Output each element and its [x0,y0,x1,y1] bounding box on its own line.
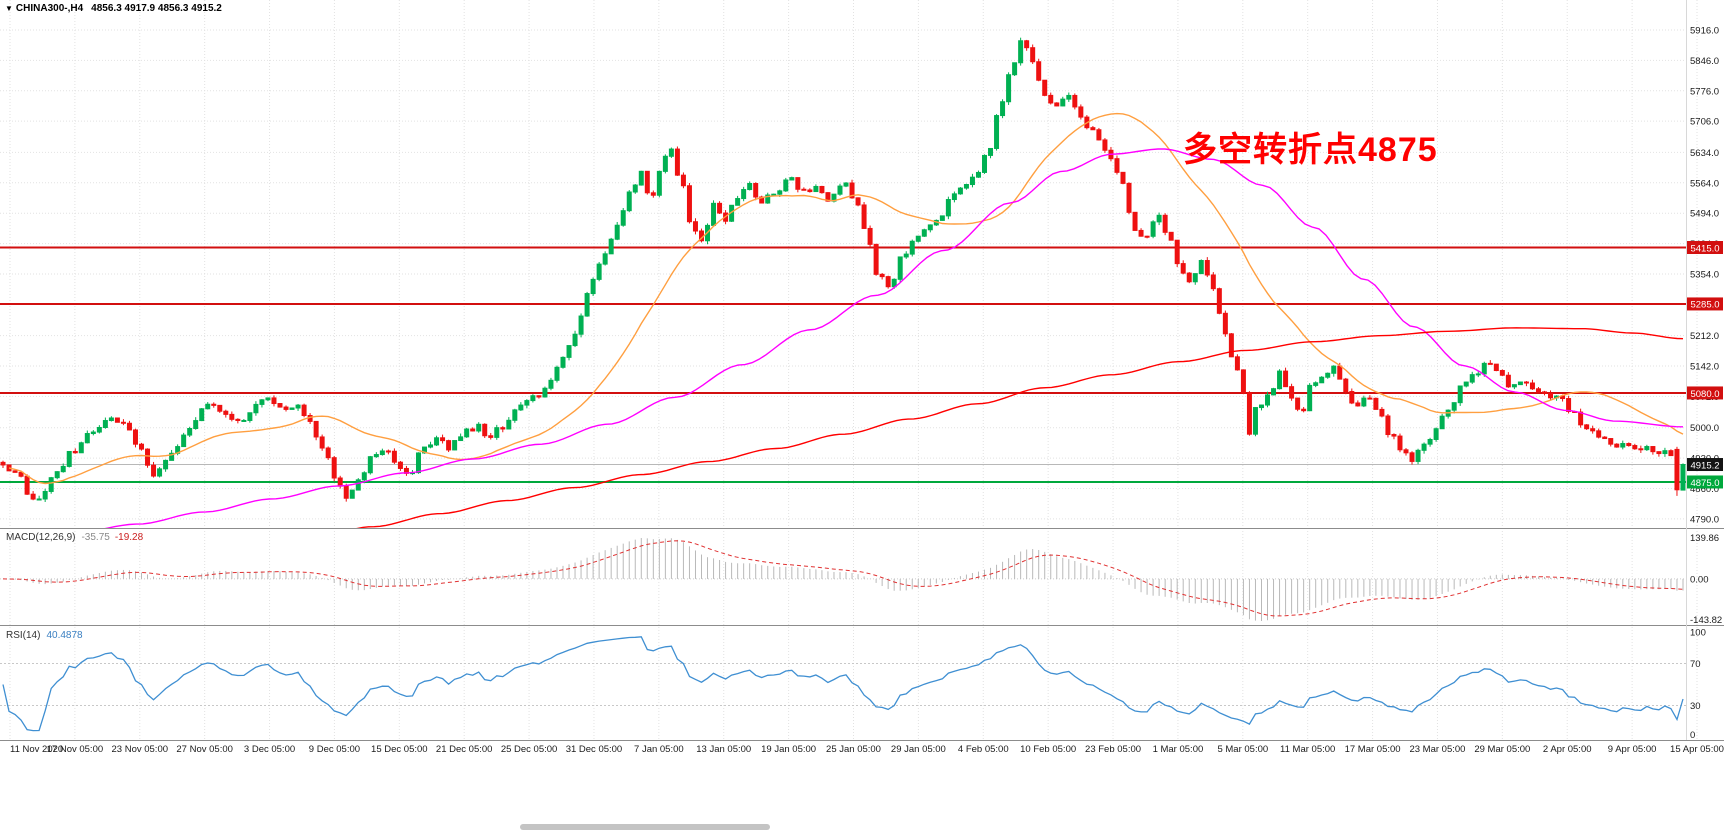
svg-text:3 Dec 05:00: 3 Dec 05:00 [244,744,295,755]
svg-text:15 Dec 05:00: 15 Dec 05:00 [371,744,428,755]
price-chart-layer [0,37,1686,528]
svg-text:19 Jan 05:00: 19 Jan 05:00 [761,744,816,755]
svg-text:31 Dec 05:00: 31 Dec 05:00 [566,744,623,755]
svg-text:139.86: 139.86 [1690,533,1719,544]
svg-text:25 Dec 05:00: 25 Dec 05:00 [501,744,558,755]
svg-text:0.00: 0.00 [1690,574,1709,585]
svg-text:4915.2: 4915.2 [1690,460,1719,471]
macd-main-value: -35.75 [81,532,110,543]
svg-text:5916.0: 5916.0 [1690,25,1719,36]
svg-text:2 Apr 05:00: 2 Apr 05:00 [1543,744,1592,755]
rsi-label-text: RSI(14) [6,630,41,641]
svg-text:11 Mar 05:00: 11 Mar 05:00 [1280,744,1335,755]
macd-panel-layer: 139.86 0.00 -143.82 [0,533,1722,626]
svg-text:9 Apr 05:00: 9 Apr 05:00 [1608,744,1657,755]
svg-text:5846.0: 5846.0 [1690,56,1719,67]
svg-text:23 Feb 05:00: 23 Feb 05:00 [1085,744,1141,755]
rsi-indicator-label: RSI(14) 40.4878 [6,630,83,641]
svg-text:5142.0: 5142.0 [1690,362,1719,373]
grid-layer [0,0,1698,740]
svg-text:100: 100 [1690,628,1706,639]
svg-text:5000.0: 5000.0 [1690,423,1719,434]
annotation-text: 多空转折点4875 [1183,131,1438,169]
svg-text:1 Mar 05:00: 1 Mar 05:00 [1153,744,1204,755]
svg-text:-143.82: -143.82 [1690,615,1722,626]
symbol-header: ▼ CHINA300-,H4 4856.3 4917.9 4856.3 4915.2 [5,3,222,14]
candles-layer [0,37,1686,502]
rsi-panel-layer: 100 70 30 0 [0,628,1706,741]
macd-label-text: MACD(12,26,9) [6,532,76,543]
ohlc-readout: 4856.3 4917.9 4856.3 4915.2 [91,3,222,14]
svg-text:29 Mar 05:00: 29 Mar 05:00 [1474,744,1530,755]
svg-text:4860.0: 4860.0 [1690,484,1719,495]
svg-text:70: 70 [1690,659,1701,670]
rsi-value: 40.4878 [46,630,83,641]
scrollbar-thumb[interactable] [520,824,770,830]
svg-text:5 Mar 05:00: 5 Mar 05:00 [1217,744,1268,755]
svg-text:7 Jan 05:00: 7 Jan 05:00 [634,744,684,755]
svg-text:5415.0: 5415.0 [1690,243,1719,254]
moving-averages-layer [8,112,1684,528]
svg-text:23 Nov 05:00: 23 Nov 05:00 [112,744,169,755]
macd-signal-value: -19.28 [114,532,144,543]
svg-text:30: 30 [1690,701,1701,712]
svg-text:29 Jan 05:00: 29 Jan 05:00 [891,744,946,755]
svg-text:9 Dec 05:00: 9 Dec 05:00 [309,744,360,755]
svg-text:15 Apr 05:00: 15 Apr 05:00 [1670,744,1724,755]
svg-text:5080.0: 5080.0 [1690,389,1719,400]
svg-text:5634.0: 5634.0 [1690,148,1719,159]
level-lines-layer [0,246,1686,483]
svg-text:0: 0 [1690,730,1695,741]
horizontal-scrollbar[interactable] [0,821,1724,832]
svg-text:5564.0: 5564.0 [1690,178,1719,189]
macd-indicator-label: MACD(12,26,9) -35.75 -19.28 [6,532,143,543]
svg-text:5285.0: 5285.0 [1690,300,1719,311]
svg-text:5212.0: 5212.0 [1690,331,1719,342]
svg-text:5494.0: 5494.0 [1690,209,1719,220]
svg-text:4 Feb 05:00: 4 Feb 05:00 [958,744,1009,755]
svg-text:13 Jan 05:00: 13 Jan 05:00 [696,744,751,755]
svg-text:17 Nov 05:00: 17 Nov 05:00 [47,744,104,755]
svg-text:21 Dec 05:00: 21 Dec 05:00 [436,744,493,755]
svg-text:4790.0: 4790.0 [1690,514,1719,525]
svg-text:25 Jan 05:00: 25 Jan 05:00 [826,744,881,755]
svg-text:4875.0: 4875.0 [1690,478,1719,489]
panel-separators [0,0,1724,741]
svg-text:5776.0: 5776.0 [1690,86,1719,97]
symbol-dropdown-icon[interactable]: ▼ [5,4,13,13]
svg-text:11 Nov 2020: 11 Nov 2020 [10,744,63,755]
svg-text:27 Nov 05:00: 27 Nov 05:00 [176,744,233,755]
svg-text:5354.0: 5354.0 [1690,269,1719,280]
symbol-title: CHINA300-,H4 [15,3,84,14]
svg-text:17 Mar 05:00: 17 Mar 05:00 [1345,744,1401,755]
svg-text:10 Feb 05:00: 10 Feb 05:00 [1020,744,1076,755]
svg-text:5706.0: 5706.0 [1690,117,1719,128]
chart-canvas[interactable]: 5916.0 5846.0 5776.0 5706.0 5634.0 5564.0 5494… [0,0,1724,760]
svg-text:23 Mar 05:00: 23 Mar 05:00 [1409,744,1465,755]
price-axis[interactable]: 5916.0 5846.0 5776.0 5706.0 5634.0 5564.0 5494… [1687,25,1723,525]
